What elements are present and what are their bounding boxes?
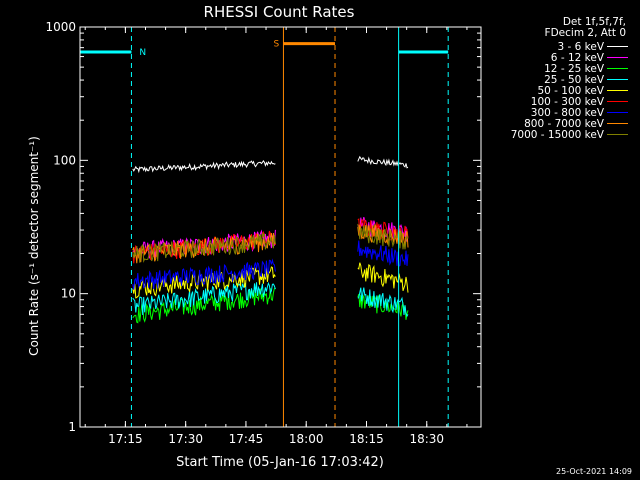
x-tick-label: 18:15	[349, 432, 384, 446]
x-axis-label: Start Time (05-Jan-16 17:03:42)	[176, 455, 384, 470]
series-line-9-segment-2	[357, 223, 409, 250]
y-tick-label: 1000	[45, 20, 76, 34]
annotation-label-s: S	[273, 40, 279, 50]
series-line-4-segment-2	[357, 287, 409, 318]
x-tick-label: 18:30	[409, 432, 444, 446]
legend-entry-label: 25 - 50 keV	[544, 74, 605, 86]
series-line-9-segment-1	[132, 231, 276, 263]
series-layer	[132, 155, 409, 324]
plot-frame	[79, 26, 482, 428]
x-tick-label: 18:00	[289, 432, 324, 446]
legend-entry-label: 6 - 12 keV	[551, 52, 605, 64]
series-line-1-segment-2	[357, 155, 409, 169]
series-line-7-segment-2	[357, 240, 409, 267]
y-tick-label: 10	[61, 287, 76, 301]
chart-title: RHESSI Count Rates	[204, 3, 355, 21]
legend-entry-label: 12 - 25 keV	[544, 63, 605, 75]
legend-header-line: Det 1f,5f,7f,	[563, 16, 626, 28]
x-tick-label: 17:15	[108, 432, 143, 446]
legend-entry-label: 3 - 6 keV	[557, 41, 604, 53]
markers-layer: NS	[79, 27, 449, 427]
legend-entry-label: 100 - 300 keV	[531, 96, 605, 108]
footer-timestamp: 25-Oct-2021 14:09	[556, 467, 632, 476]
series-line-7-segment-1	[132, 258, 276, 290]
series-line-4-segment-1	[132, 281, 276, 316]
annotation-label-n: N	[139, 48, 146, 58]
y-tick-label: 100	[53, 153, 76, 167]
legend-entry-label: 300 - 800 keV	[531, 107, 605, 119]
legend-entry-label: 7000 - 15000 keV	[511, 129, 605, 141]
series-line-5-segment-2	[357, 262, 409, 293]
x-tick-label: 17:30	[168, 432, 203, 446]
y-tick-label: 1	[68, 420, 76, 434]
axes-layer: 17:15 17:30 17:45 18:00 18:15 18:30 1 10 100 1000	[45, 20, 482, 446]
y-axis-label: Count Rate (s⁻¹ detector segment⁻¹)	[27, 136, 41, 356]
x-tick-label: 17:45	[229, 432, 264, 446]
legend-entry-label: 800 - 7000 keV	[524, 118, 605, 130]
legend-header-line: FDecim 2, Att 0	[545, 27, 626, 39]
legend-entry-label: 50 - 100 keV	[537, 85, 604, 97]
series-line-1-segment-1	[132, 160, 276, 174]
